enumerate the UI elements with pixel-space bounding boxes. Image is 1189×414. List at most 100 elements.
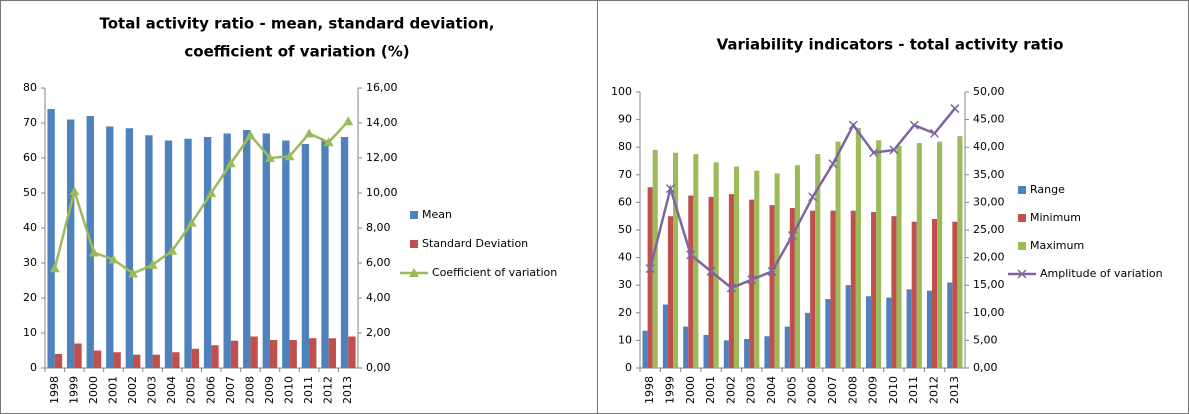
- line-marker: [225, 158, 236, 168]
- line-marker: [686, 250, 696, 260]
- bar: [688, 195, 694, 368]
- bar: [152, 354, 160, 368]
- y2-tick-label: 4,00: [366, 291, 391, 304]
- bar: [708, 196, 714, 368]
- x-tick-label: 2011: [302, 376, 315, 404]
- bar: [269, 340, 278, 368]
- chart-title: coefficient of variation (%): [184, 43, 409, 61]
- y2-tick-label: 6,00: [366, 256, 391, 269]
- x-tick-label: 1998: [48, 376, 61, 404]
- legend-swatch: [410, 211, 418, 219]
- bar: [145, 135, 153, 368]
- bar: [203, 137, 212, 368]
- bar: [810, 210, 816, 368]
- line-marker: [726, 283, 736, 293]
- bar: [886, 297, 892, 368]
- bar: [184, 138, 192, 368]
- bar: [703, 334, 709, 368]
- bar: [647, 187, 653, 368]
- legend-label: Range: [1030, 183, 1065, 196]
- bar: [133, 354, 141, 368]
- chart-title: Total activity ratio - mean, standard de…: [99, 15, 494, 33]
- bar: [321, 140, 329, 368]
- bar: [835, 141, 841, 368]
- x-tick-label: 2001: [106, 376, 119, 404]
- line-marker: [950, 104, 960, 114]
- bar: [855, 127, 861, 368]
- bar: [926, 290, 932, 368]
- bar: [937, 141, 943, 368]
- y2-tick-label: 12,00: [366, 151, 398, 164]
- bar: [805, 312, 811, 368]
- bar: [744, 339, 750, 368]
- y-tick-label: 50: [23, 186, 37, 199]
- bar: [764, 336, 770, 368]
- bar: [282, 140, 290, 368]
- line-marker: [645, 264, 655, 274]
- line-marker: [747, 275, 757, 285]
- bar: [906, 289, 912, 368]
- bar: [642, 330, 648, 368]
- bar: [713, 162, 719, 368]
- legend-label: Standard Deviation: [422, 237, 528, 250]
- bar: [728, 194, 734, 368]
- y2-tick-label: 30,00: [973, 195, 1005, 208]
- y-tick-label: 0: [625, 361, 632, 374]
- bar: [309, 338, 317, 368]
- y2-tick-label: 10,00: [366, 186, 398, 199]
- x-tick-label: 2001: [704, 376, 717, 404]
- line-marker: [323, 137, 334, 147]
- y-tick-label: 20: [23, 291, 37, 304]
- y2-tick-label: 50,00: [973, 85, 1005, 98]
- line-marker: [264, 153, 275, 162]
- line-marker: [128, 268, 139, 278]
- line-marker: [767, 266, 777, 276]
- bar: [172, 352, 180, 368]
- bar: [93, 350, 102, 368]
- y2-tick-label: 15,00: [973, 278, 1005, 291]
- x-tick-label: 2005: [185, 376, 198, 404]
- line-marker: [147, 259, 158, 269]
- y-tick-label: 80: [618, 140, 632, 153]
- legend-label: Mean: [422, 208, 452, 221]
- line-marker: [706, 266, 716, 276]
- y-tick-label: 100: [611, 85, 632, 98]
- bar: [876, 140, 882, 368]
- bar: [789, 207, 795, 368]
- line-marker: [808, 192, 818, 202]
- y-tick-label: 70: [23, 116, 37, 129]
- bar: [113, 352, 121, 368]
- x-tick-label: 2005: [785, 376, 798, 404]
- bar: [815, 154, 821, 368]
- bar: [47, 109, 55, 368]
- bar: [830, 210, 836, 368]
- bar: [211, 345, 219, 368]
- bar: [683, 326, 689, 368]
- legend-swatch: [1018, 186, 1026, 194]
- y-tick-label: 60: [618, 195, 632, 208]
- bar: [733, 166, 740, 368]
- y-tick-label: 10: [23, 326, 37, 339]
- y2-tick-label: 40,00: [973, 140, 1005, 153]
- x-tick-label: 1999: [663, 376, 676, 404]
- x-tick-label: 2002: [724, 376, 737, 404]
- bar: [723, 340, 729, 368]
- x-tick-label: 2009: [867, 376, 880, 404]
- y-tick-label: 10: [618, 333, 632, 346]
- bar: [74, 343, 82, 368]
- bar: [911, 221, 917, 368]
- bar: [845, 285, 851, 368]
- x-tick-label: 2003: [745, 376, 758, 404]
- line-marker: [848, 120, 858, 130]
- x-tick-label: 2004: [165, 376, 178, 404]
- bar: [947, 282, 953, 368]
- bar: [230, 340, 239, 368]
- bar: [769, 205, 775, 368]
- line-marker: [49, 263, 60, 273]
- y2-tick-label: 8,00: [366, 221, 391, 234]
- y-tick-label: 90: [618, 113, 632, 126]
- y-tick-label: 40: [618, 251, 632, 264]
- y2-tick-label: 45,00: [973, 113, 1005, 126]
- bar: [328, 338, 336, 368]
